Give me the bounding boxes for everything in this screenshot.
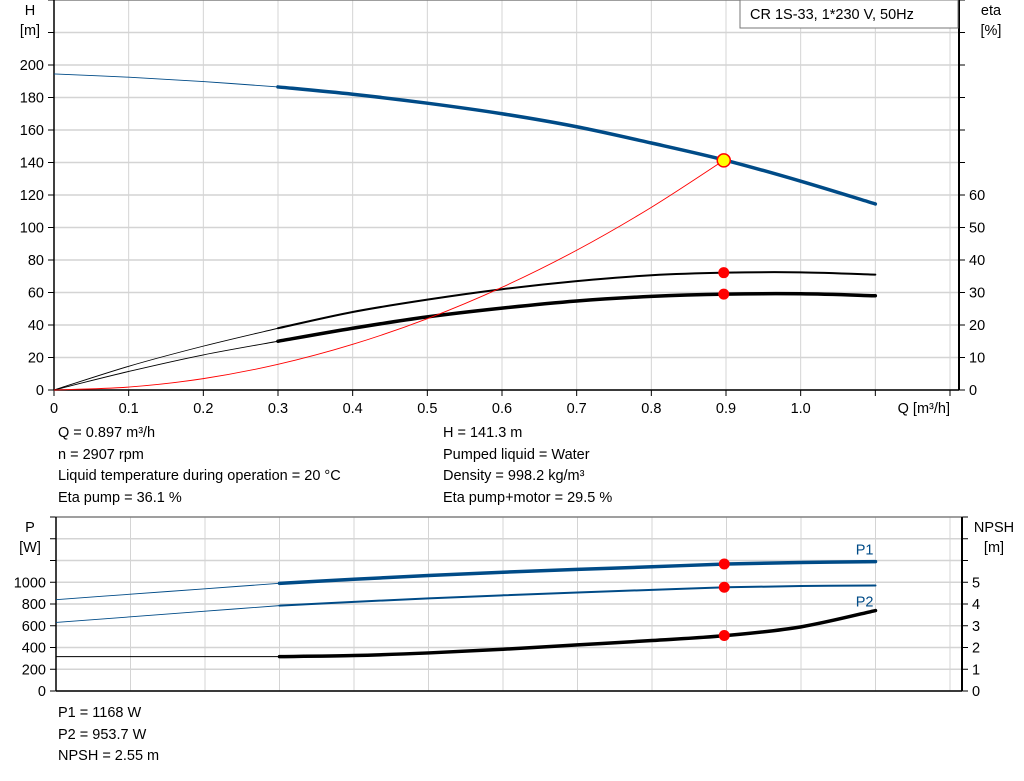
y-axis-label-left: [W] xyxy=(19,540,41,556)
duty-point-marker xyxy=(718,581,730,593)
y-tick-label-left: 60 xyxy=(28,286,44,302)
y-tick-label-right: 5 xyxy=(972,575,980,591)
y-axis-label-right: [m] xyxy=(984,540,1004,556)
series-line-extrapolated xyxy=(53,340,279,391)
info-p1: P1 = 1168 W xyxy=(58,705,142,721)
x-tick-label: 0.2 xyxy=(193,401,213,417)
y-tick-label-left: 120 xyxy=(20,188,44,204)
y-tick-label-left: 20 xyxy=(28,351,44,367)
y-tick-label-left: 400 xyxy=(22,641,46,657)
y-tick-label-left: 200 xyxy=(20,58,44,74)
y-axis-label-right: [%] xyxy=(981,23,1002,39)
info-density: Density = 998.2 kg/m³ xyxy=(443,468,585,484)
y-tick-label-left: 800 xyxy=(22,597,46,613)
info-npsh: NPSH = 2.55 m xyxy=(58,748,160,764)
y-tick-label-right: 10 xyxy=(969,351,985,367)
series-line-extrapolated xyxy=(53,327,279,391)
y-tick-label-right: 2 xyxy=(972,641,980,657)
series-line-extrapolated xyxy=(53,73,279,88)
info-p2: P2 = 953.7 W xyxy=(58,726,147,743)
power-info: P1 = 1168 W P2 = 953.7 W NPSH = 2.55 m xyxy=(58,703,159,768)
info-head: H = 141.3 m xyxy=(443,425,523,441)
info-speed: n = 2907 rpm xyxy=(58,446,144,463)
x-tick-label: 0.6 xyxy=(492,401,512,417)
info-flow: Q = 0.897 m³/h xyxy=(58,425,156,441)
x-tick-label: 0.8 xyxy=(641,401,661,417)
y-axis-label-left: [m] xyxy=(20,23,40,39)
system-curve xyxy=(53,160,725,391)
series-line-extrapolated xyxy=(55,605,280,623)
series-line xyxy=(277,559,878,586)
duty-point-info-right: H = 141.3 m Pumped liquid = Water Densit… xyxy=(443,423,612,509)
series-line xyxy=(277,608,878,659)
y-tick-label-left: 0 xyxy=(36,383,44,399)
duty-point-info-left: Q = 0.897 m³/h n = 2907 rpm Liquid tempe… xyxy=(58,423,341,509)
y-axis-label-right: NPSH xyxy=(974,520,1014,536)
y-tick-label-left: 140 xyxy=(20,156,44,172)
y-tick-label-left: 160 xyxy=(20,123,44,139)
x-tick-label: 0.5 xyxy=(417,401,437,417)
info-eta-pump: Eta pump = 36.1 % xyxy=(58,489,182,506)
info-liquid: Pumped liquid = Water xyxy=(443,446,590,463)
y-tick-label-left: 40 xyxy=(28,318,44,334)
y-tick-label-right: 30 xyxy=(969,286,985,302)
x-tick-label: 0.4 xyxy=(343,401,363,417)
x-tick-label: 0.7 xyxy=(567,401,587,417)
y-tick-label-left: 0 xyxy=(38,684,46,700)
y-tick-label-right: 0 xyxy=(969,383,977,399)
y-tick-label-right: 40 xyxy=(969,253,985,269)
series-line-extrapolated xyxy=(55,582,280,601)
duty-point-marker xyxy=(716,153,732,168)
y-tick-label-left: 200 xyxy=(22,662,46,678)
x-axis-label: Q [m³/h] xyxy=(898,401,950,417)
y-axis-label-left: H xyxy=(25,3,35,19)
y-axis-label-right: eta xyxy=(981,3,1002,19)
series-label: P1 xyxy=(856,543,874,559)
y-tick-label-left: 600 xyxy=(22,619,46,635)
x-tick-label: 0.3 xyxy=(268,401,288,417)
info-temperature: Liquid temperature during operation = 20… xyxy=(58,468,341,484)
legend-title: CR 1S-33, 1*230 V, 50Hz xyxy=(750,7,914,23)
duty-point-marker xyxy=(718,267,730,279)
series-line xyxy=(277,271,877,330)
y-tick-label-right: 60 xyxy=(969,188,985,204)
info-eta-total: Eta pump+motor = 29.5 % xyxy=(443,489,613,506)
y-tick-label-right: 0 xyxy=(972,684,980,700)
y-tick-label-right: 4 xyxy=(972,597,980,613)
series-label: P2 xyxy=(856,595,874,611)
x-tick-label: 0 xyxy=(50,401,58,417)
series-line xyxy=(276,291,878,343)
y-tick-label-right: 1 xyxy=(972,662,980,678)
y-tick-label-left: 80 xyxy=(28,253,44,269)
series-line xyxy=(278,584,877,607)
y-tick-label-right: 20 xyxy=(969,318,985,334)
legend-box xyxy=(739,0,959,29)
duty-point-marker xyxy=(718,630,730,642)
x-tick-label: 0.9 xyxy=(716,401,736,417)
y-tick-label-right: 50 xyxy=(969,221,985,237)
y-tick-label-left: 180 xyxy=(20,91,44,107)
y-tick-label-left: 100 xyxy=(20,221,44,237)
y-axis-label-left: P xyxy=(25,520,35,536)
series-line xyxy=(276,85,878,206)
duty-point-marker xyxy=(718,288,730,300)
y-tick-label-right: 3 xyxy=(972,619,980,635)
x-tick-label: 0.1 xyxy=(119,401,139,417)
duty-point-marker xyxy=(718,558,730,570)
x-tick-label: 1.0 xyxy=(791,401,811,417)
y-tick-label-left: 1000 xyxy=(14,575,46,591)
